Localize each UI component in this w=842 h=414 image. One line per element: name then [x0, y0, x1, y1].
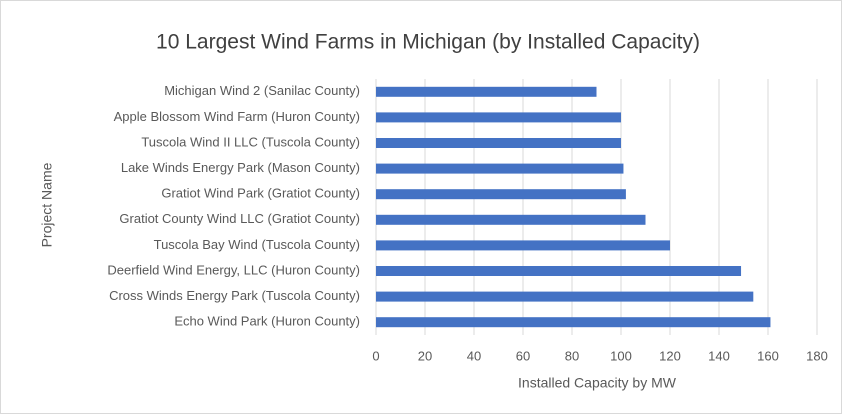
y-tick-label: Michigan Wind 2 (Sanilac County) [164, 83, 360, 98]
y-axis-title: Project Name [39, 162, 55, 247]
y-tick-label: Cross Winds Energy Park (Tuscola County) [109, 288, 360, 303]
x-tick-label: 120 [659, 348, 681, 363]
y-tick-label: Gratiot County Wind LLC (Gratiot County) [119, 211, 360, 226]
bar [376, 266, 742, 276]
x-tick-label: 20 [418, 348, 432, 363]
bar [376, 317, 771, 328]
bar [376, 112, 621, 123]
x-tick-label: 40 [467, 348, 481, 363]
bar [376, 138, 621, 148]
y-tick-label: Gratiot Wind Park (Gratiot County) [161, 186, 360, 201]
bar [376, 240, 670, 251]
bar [376, 291, 754, 302]
x-tick-label: 60 [516, 348, 530, 363]
x-tick-label: 180 [806, 348, 828, 363]
x-tick-label: 100 [610, 348, 632, 363]
x-tick-label: 140 [708, 348, 730, 363]
x-axis-title: Installed Capacity by MW [518, 375, 677, 391]
y-tick-label: Lake Winds Energy Park (Mason County) [121, 160, 360, 175]
bar [376, 86, 597, 97]
y-tick-label: Echo Wind Park (Huron County) [174, 314, 360, 329]
x-tick-label: 80 [565, 348, 579, 363]
x-tick-label: 0 [372, 348, 379, 363]
bar [376, 189, 626, 200]
bar [376, 214, 646, 225]
y-tick-label: Tuscola Wind II LLC (Tuscola County) [141, 134, 360, 149]
y-tick-label: Apple Blossom Wind Farm (Huron County) [114, 109, 360, 124]
y-tick-label: Tuscola Bay Wind (Tuscola County) [154, 237, 360, 252]
chart-title: 10 Largest Wind Farms in Michigan (by In… [156, 31, 700, 54]
y-tick-label: Deerfield Wind Energy, LLC (Huron County… [107, 262, 360, 277]
bar [376, 163, 624, 174]
x-tick-label: 160 [757, 348, 779, 363]
